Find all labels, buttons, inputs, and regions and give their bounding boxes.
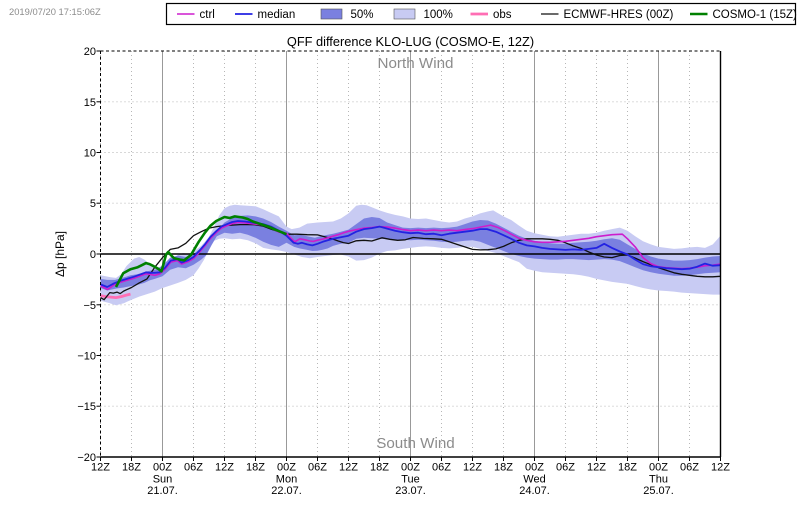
svg-text:South Wind: South Wind bbox=[376, 435, 455, 452]
svg-text:18Z: 18Z bbox=[122, 462, 141, 474]
svg-text:18Z: 18Z bbox=[494, 462, 513, 474]
svg-text:23.07.: 23.07. bbox=[395, 485, 426, 497]
svg-text:COSMO-1 (15Z): COSMO-1 (15Z) bbox=[713, 9, 798, 21]
svg-text:obs: obs bbox=[493, 9, 512, 21]
svg-text:0: 0 bbox=[90, 249, 96, 261]
svg-text:2019/07/20 17:15:06Z: 2019/07/20 17:15:06Z bbox=[9, 6, 101, 17]
svg-text:Thu: Thu bbox=[649, 474, 668, 486]
svg-text:Δp [hPa]: Δp [hPa] bbox=[53, 231, 67, 277]
svg-text:00Z: 00Z bbox=[525, 462, 544, 474]
svg-text:24.07.: 24.07. bbox=[519, 485, 550, 497]
svg-text:50%: 50% bbox=[351, 9, 374, 21]
svg-text:Wed: Wed bbox=[523, 474, 545, 486]
svg-text:06Z: 06Z bbox=[184, 462, 203, 474]
svg-text:25.07.: 25.07. bbox=[643, 485, 674, 497]
svg-text:20: 20 bbox=[84, 46, 96, 58]
svg-text:12Z: 12Z bbox=[463, 462, 482, 474]
svg-text:Sun: Sun bbox=[153, 474, 173, 486]
svg-text:ctrl: ctrl bbox=[200, 9, 215, 21]
svg-text:21.07.: 21.07. bbox=[147, 485, 178, 497]
svg-text:06Z: 06Z bbox=[556, 462, 575, 474]
svg-text:10: 10 bbox=[84, 148, 96, 160]
svg-text:−10: −10 bbox=[77, 351, 96, 363]
svg-text:15: 15 bbox=[84, 97, 96, 109]
svg-text:−15: −15 bbox=[77, 401, 96, 413]
svg-text:median: median bbox=[258, 9, 296, 21]
svg-text:−20: −20 bbox=[77, 452, 96, 464]
svg-text:00Z: 00Z bbox=[153, 462, 172, 474]
svg-text:ECMWF-HRES (00Z): ECMWF-HRES (00Z) bbox=[564, 9, 674, 21]
svg-text:12Z: 12Z bbox=[215, 462, 234, 474]
svg-text:12Z: 12Z bbox=[587, 462, 606, 474]
svg-text:Tue: Tue bbox=[401, 474, 420, 486]
svg-text:18Z: 18Z bbox=[618, 462, 637, 474]
svg-text:5: 5 bbox=[90, 198, 96, 210]
svg-text:00Z: 00Z bbox=[401, 462, 420, 474]
svg-text:06Z: 06Z bbox=[432, 462, 451, 474]
svg-text:North Wind: North Wind bbox=[378, 55, 454, 72]
svg-text:06Z: 06Z bbox=[680, 462, 699, 474]
svg-text:22.07.: 22.07. bbox=[271, 485, 302, 497]
svg-text:12Z: 12Z bbox=[711, 462, 730, 474]
svg-text:100%: 100% bbox=[424, 9, 453, 21]
svg-text:00Z: 00Z bbox=[649, 462, 668, 474]
svg-text:12Z: 12Z bbox=[91, 462, 110, 474]
svg-text:−5: −5 bbox=[83, 300, 96, 312]
svg-text:Mon: Mon bbox=[276, 474, 297, 486]
svg-text:QFF difference KLO-LUG (COSMO-: QFF difference KLO-LUG (COSMO-E, 12Z) bbox=[287, 34, 534, 49]
svg-text:06Z: 06Z bbox=[308, 462, 327, 474]
svg-text:18Z: 18Z bbox=[370, 462, 389, 474]
svg-text:00Z: 00Z bbox=[277, 462, 296, 474]
svg-text:18Z: 18Z bbox=[246, 462, 265, 474]
svg-text:12Z: 12Z bbox=[339, 462, 358, 474]
